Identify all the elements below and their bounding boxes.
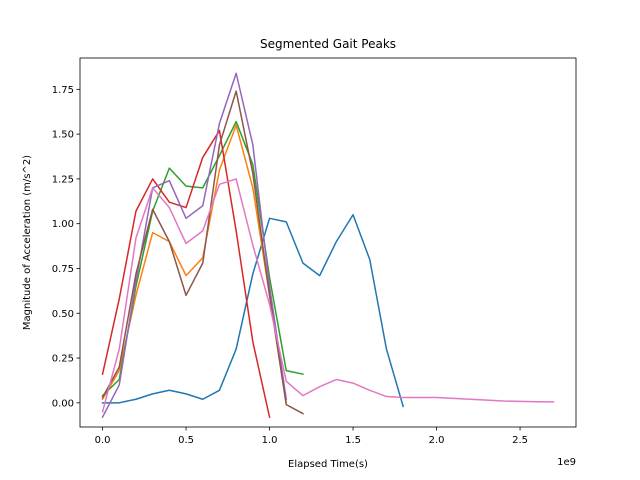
series-line-4 bbox=[101, 129, 271, 419]
y-tick-label: 1.25 bbox=[52, 174, 74, 185]
x-axis-offset-text: 1e9 bbox=[557, 457, 576, 468]
y-tick-label: 1.00 bbox=[52, 219, 74, 230]
series-line-5 bbox=[101, 72, 288, 419]
x-tick-label: 2.0 bbox=[429, 435, 445, 446]
y-tick-label: 0.75 bbox=[52, 264, 74, 275]
chart-title: Segmented Gait Peaks bbox=[260, 37, 396, 51]
plot-frame bbox=[79, 57, 577, 428]
series-line-3 bbox=[101, 120, 304, 397]
x-tick-label: 1.5 bbox=[345, 435, 361, 446]
x-tick-label: 1.0 bbox=[262, 435, 278, 446]
series-line-7 bbox=[101, 178, 555, 413]
y-tick-label: 0.00 bbox=[52, 398, 74, 409]
y-tick-label: 0.50 bbox=[52, 309, 74, 320]
y-tick-label: 1.50 bbox=[52, 130, 74, 141]
series-line-6 bbox=[101, 90, 304, 415]
x-axis-label: Elapsed Time(s) bbox=[288, 459, 368, 470]
plot-lines bbox=[101, 72, 555, 419]
series-line-2 bbox=[101, 124, 288, 404]
y-axis-ticks: 0.00 0.25 0.50 0.75 1.00 1.25 1.50 1.75 bbox=[52, 85, 80, 409]
x-tick-label: 2.5 bbox=[512, 435, 528, 446]
x-tick-label: 0.5 bbox=[178, 435, 194, 446]
x-axis-ticks: 0.0 0.5 1.0 1.5 2.0 2.5 bbox=[95, 427, 528, 446]
y-tick-label: 0.25 bbox=[52, 354, 74, 365]
x-tick-label: 0.0 bbox=[95, 435, 111, 446]
y-tick-label: 1.75 bbox=[52, 85, 74, 96]
series-line-1 bbox=[101, 213, 405, 408]
y-axis-label: Magnitude of Acceleration (m/s^2) bbox=[22, 155, 33, 330]
